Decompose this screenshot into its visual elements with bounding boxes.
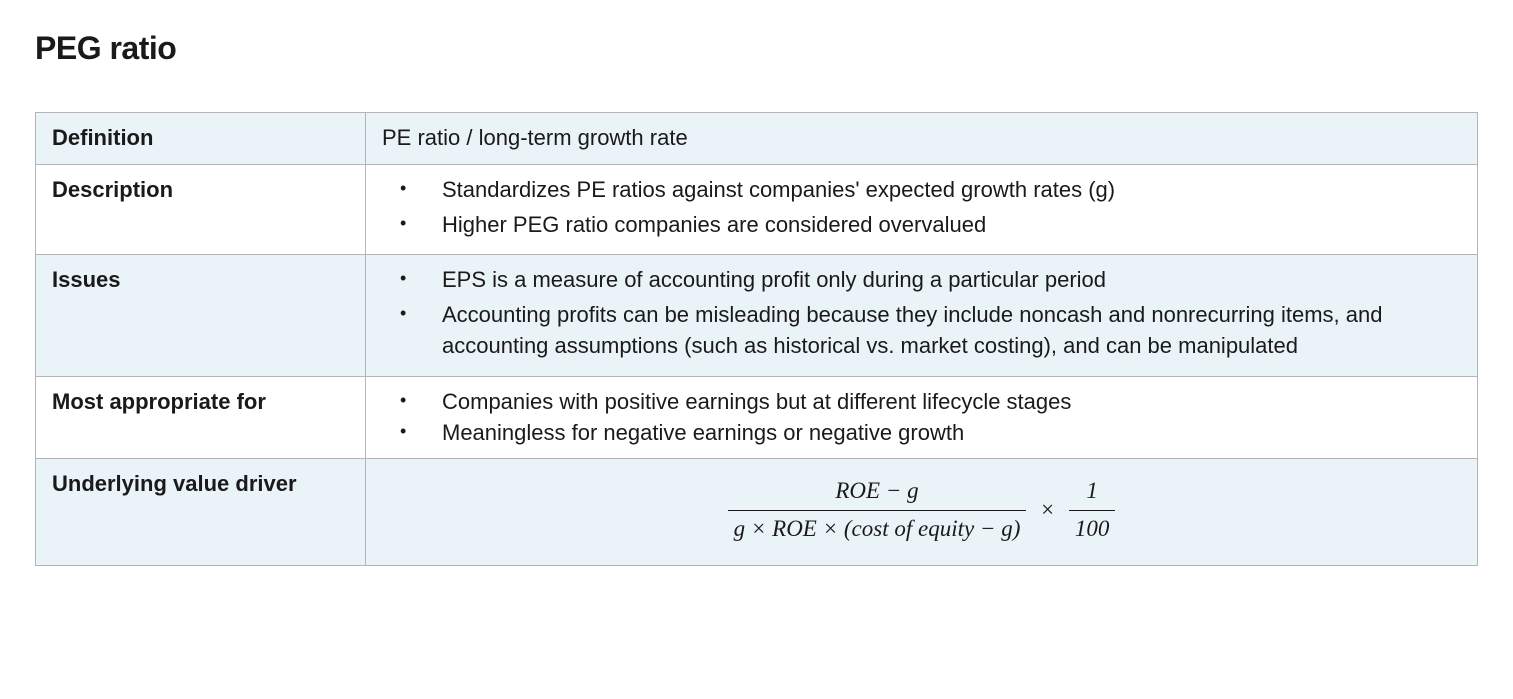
fraction-denominator: g × ROE × (cost of equity − g): [728, 510, 1027, 545]
label-issues: Issues: [36, 255, 366, 376]
row-most-appropriate: Most appropriate for Companies with posi…: [36, 376, 1478, 459]
value-driver-formula: ROE − g g × ROE × (cost of equity − g) ×…: [382, 469, 1461, 554]
label-most-appropriate: Most appropriate for: [36, 376, 366, 459]
page-title: PEG ratio: [35, 30, 1478, 67]
list-item: Companies with positive earnings but at …: [400, 387, 1461, 418]
row-issues: Issues EPS is a measure of accounting pr…: [36, 255, 1478, 376]
most-appropriate-list: Companies with positive earnings but at …: [382, 387, 1461, 449]
value-description: Standardizes PE ratios against companies…: [366, 164, 1478, 255]
fraction-hundred: 1 100: [1069, 475, 1116, 544]
value-most-appropriate: Companies with positive earnings but at …: [366, 376, 1478, 459]
row-description: Description Standardizes PE ratios again…: [36, 164, 1478, 255]
row-definition: Definition PE ratio / long-term growth r…: [36, 113, 1478, 165]
description-list: Standardizes PE ratios against companies…: [382, 175, 1461, 241]
multiply-operator: ×: [1035, 497, 1060, 522]
label-description: Description: [36, 164, 366, 255]
list-item: Accounting profits can be misleading bec…: [400, 300, 1461, 362]
list-item: Meaningless for negative earnings or neg…: [400, 418, 1461, 449]
label-definition: Definition: [36, 113, 366, 165]
value-definition: PE ratio / long-term growth rate: [366, 113, 1478, 165]
list-item: Standardizes PE ratios against companies…: [400, 175, 1461, 206]
peg-ratio-table: Definition PE ratio / long-term growth r…: [35, 112, 1478, 566]
list-item: EPS is a measure of accounting profit on…: [400, 265, 1461, 296]
fraction-numerator: 1: [1069, 475, 1116, 509]
list-item: Higher PEG ratio companies are considere…: [400, 210, 1461, 241]
value-issues: EPS is a measure of accounting profit on…: [366, 255, 1478, 376]
issues-list: EPS is a measure of accounting profit on…: [382, 265, 1461, 361]
fraction-main: ROE − g g × ROE × (cost of equity − g): [728, 475, 1027, 544]
fraction-denominator: 100: [1069, 510, 1116, 545]
row-value-driver: Underlying value driver ROE − g g × ROE …: [36, 459, 1478, 565]
label-value-driver: Underlying value driver: [36, 459, 366, 565]
value-value-driver: ROE − g g × ROE × (cost of equity − g) ×…: [366, 459, 1478, 565]
fraction-numerator: ROE − g: [728, 475, 1027, 509]
